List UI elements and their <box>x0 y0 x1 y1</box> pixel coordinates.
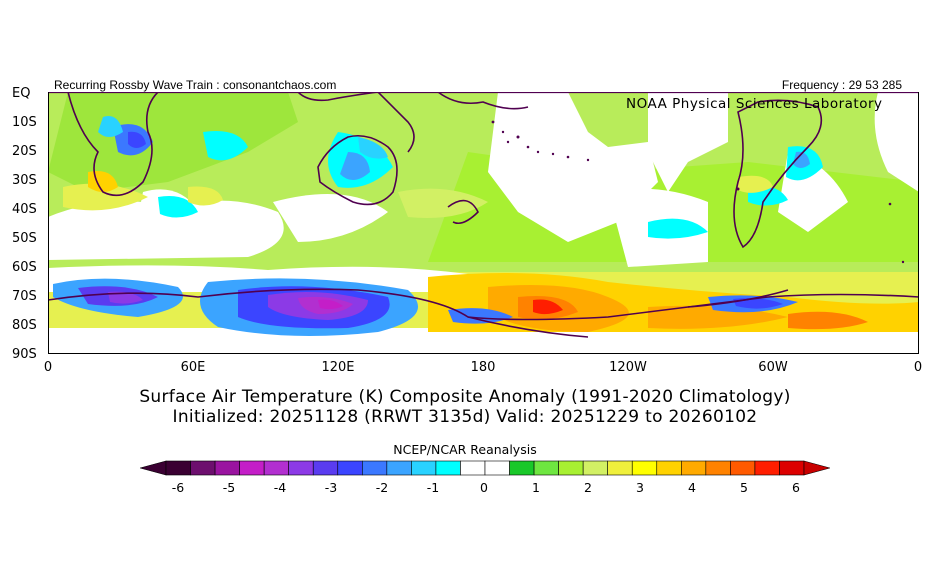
colorbar-swatch <box>337 460 363 476</box>
coastlines <box>48 92 919 338</box>
lat-label: 50S <box>12 231 37 246</box>
colorbar-swatch <box>411 460 437 476</box>
colorbar-title: NCEP/NCAR Reanalysis <box>393 442 537 457</box>
colorbar-swatch <box>312 460 339 476</box>
lat-label: 10S <box>12 115 37 130</box>
colorbar-tick: -6 <box>171 480 185 495</box>
source-label: NOAA Physical Sciences Laboratory <box>626 96 883 112</box>
anomaly-polar-band <box>48 265 919 336</box>
colorbar-tick: -5 <box>222 480 236 495</box>
lon-label: 60W <box>758 360 788 375</box>
colorbar-swatch <box>607 460 633 476</box>
colorbar-arrow-high <box>803 460 830 476</box>
colorbar-swatch <box>730 460 756 476</box>
map-canvas <box>48 92 919 354</box>
lon-label: 180 <box>470 360 496 375</box>
colorbar-swatch <box>681 460 707 476</box>
colorbar-tick: 1 <box>532 480 540 495</box>
colorbar-tick: 6 <box>792 480 800 495</box>
colorbar-tick: 0 <box>480 480 488 495</box>
colorbar-swatch <box>386 460 412 476</box>
chart-subtitle: Initialized: 20251128 (RRWT 3135d) Valid… <box>172 407 758 427</box>
lon-label: 120W <box>609 360 647 375</box>
colorbar-swatch <box>263 460 289 476</box>
anomaly-map <box>48 92 919 354</box>
colorbar-tick: -3 <box>324 480 338 495</box>
colorbar-swatch <box>435 460 461 476</box>
colorbar-tick: -1 <box>426 480 440 495</box>
lat-label: 80S <box>12 318 37 333</box>
colorbar-tick: 3 <box>636 480 644 495</box>
colorbar-swatch <box>558 460 584 476</box>
anomaly-warm-patches <box>63 171 773 218</box>
colorbar-swatch <box>754 460 780 476</box>
islands <box>491 120 905 264</box>
chart-title: Surface Air Temperature (K) Composite An… <box>139 387 791 407</box>
lon-label: 0 <box>913 360 923 375</box>
colorbar-tick: 4 <box>688 480 696 495</box>
lat-label: EQ <box>12 86 31 101</box>
colorbar-swatch <box>190 460 216 476</box>
colorbar-swatch <box>362 460 388 476</box>
colorbar-swatch <box>288 460 314 476</box>
colorbar-tick: -4 <box>273 480 287 495</box>
colorbar-swatch <box>779 460 805 476</box>
colorbar-swatch <box>705 460 731 476</box>
colorbar-swatch <box>165 460 191 476</box>
colorbar-swatch <box>239 460 265 476</box>
lat-label: 60S <box>12 260 37 275</box>
colorbar <box>140 460 830 476</box>
colorbar-tick: 5 <box>740 480 748 495</box>
colorbar-swatch <box>509 460 535 476</box>
colorbar-arrow-low <box>140 460 167 476</box>
colorbar-swatch <box>484 460 510 476</box>
colorbar-tick: -2 <box>375 480 389 495</box>
colorbar-tick: 2 <box>584 480 592 495</box>
colorbar-swatch <box>460 460 486 476</box>
lon-label: 120E <box>321 360 355 375</box>
lat-label: 40S <box>12 202 37 217</box>
colorbar-swatch <box>214 460 240 476</box>
colorbar-swatch <box>533 460 559 476</box>
colorbar-swatch <box>582 460 608 476</box>
header-credit: Recurring Rossby Wave Train : consonantc… <box>54 78 337 92</box>
lat-label: 90S <box>12 347 37 362</box>
lon-label: 60E <box>180 360 206 375</box>
lat-label: 30S <box>12 173 37 188</box>
colorbar-swatch <box>631 460 658 476</box>
header-frequency: Frequency : 29 53 285 <box>781 78 902 92</box>
colorbar-swatch <box>656 460 682 476</box>
lat-label: 70S <box>12 289 37 304</box>
lon-label: 0 <box>43 360 53 375</box>
lat-label: 20S <box>12 144 37 159</box>
